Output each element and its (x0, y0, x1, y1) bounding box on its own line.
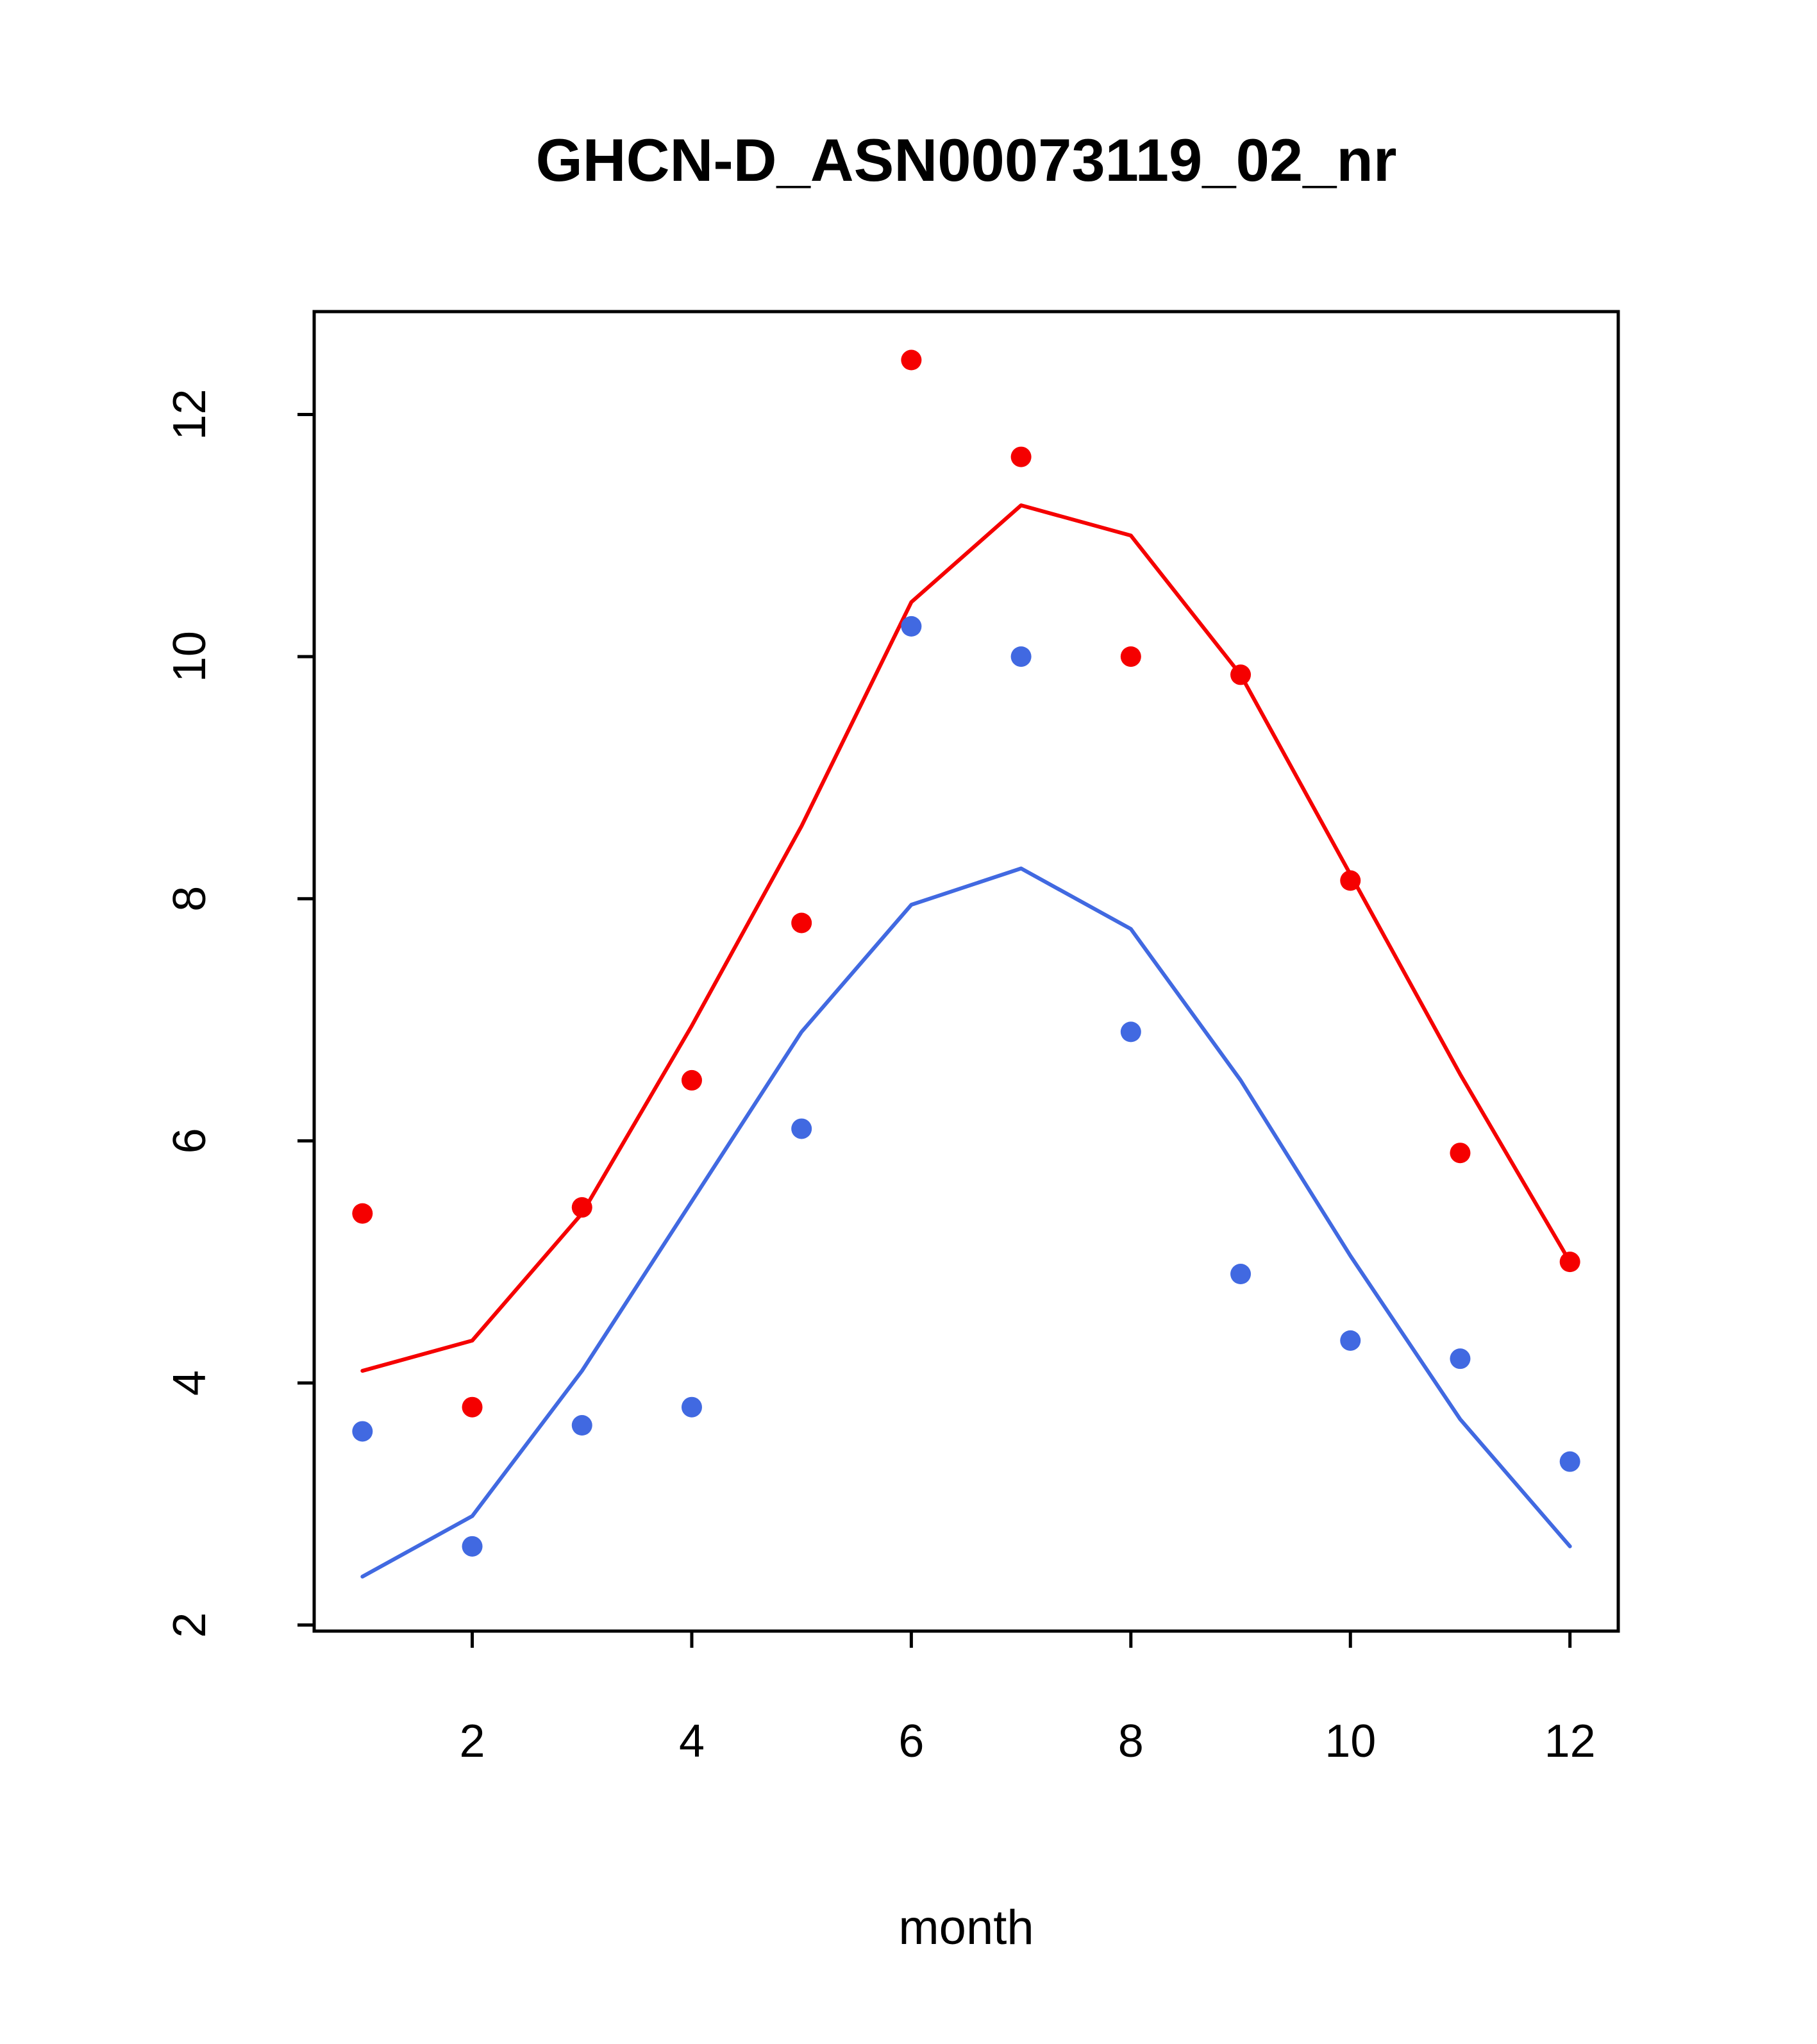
blue-points-marker (571, 1415, 592, 1436)
red-points-marker (1450, 1143, 1471, 1164)
red-line (360, 503, 1572, 1373)
blue-points-marker (901, 616, 922, 637)
x-axis-label: month (898, 1900, 1034, 1955)
y-tick-label: 6 (164, 1128, 215, 1153)
y-tick-label: 4 (164, 1370, 215, 1396)
y-tick-label: 10 (164, 631, 215, 682)
blue-points-marker (1120, 1021, 1141, 1043)
x-tick-label: 4 (679, 1716, 705, 1767)
red-points-marker (352, 1203, 373, 1224)
red-points-marker (1120, 646, 1141, 667)
blue-points-marker (1450, 1348, 1471, 1370)
blue-points-marker (462, 1536, 483, 1557)
x-tick-label: 2 (460, 1716, 485, 1767)
blue-points-marker (1340, 1330, 1361, 1351)
blue-points-marker (1010, 646, 1032, 667)
chart-title: GHCN-D_ASN00073119_02_nr (535, 126, 1397, 194)
red-points-marker (791, 912, 812, 934)
y-tick-label: 12 (164, 389, 215, 440)
plot-box (312, 310, 1620, 1633)
y-tick-label: 8 (164, 886, 215, 912)
x-tick-label: 10 (1325, 1716, 1376, 1767)
blue-points-marker (1230, 1264, 1252, 1285)
blue-line (360, 866, 1572, 1579)
y-tick-label: 2 (164, 1613, 215, 1638)
blue-points-marker (681, 1396, 702, 1418)
x-tick-label: 12 (1545, 1716, 1596, 1767)
blue-points-marker (352, 1421, 373, 1442)
x-tick-label: 6 (898, 1716, 924, 1767)
red-points-marker (901, 349, 922, 371)
blue-points-marker (791, 1118, 812, 1139)
x-tick-label: 8 (1118, 1716, 1144, 1767)
blue-points-marker (1559, 1451, 1580, 1472)
red-points-marker (681, 1069, 702, 1091)
red-points-marker (462, 1396, 483, 1418)
red-points-marker (1010, 446, 1032, 467)
